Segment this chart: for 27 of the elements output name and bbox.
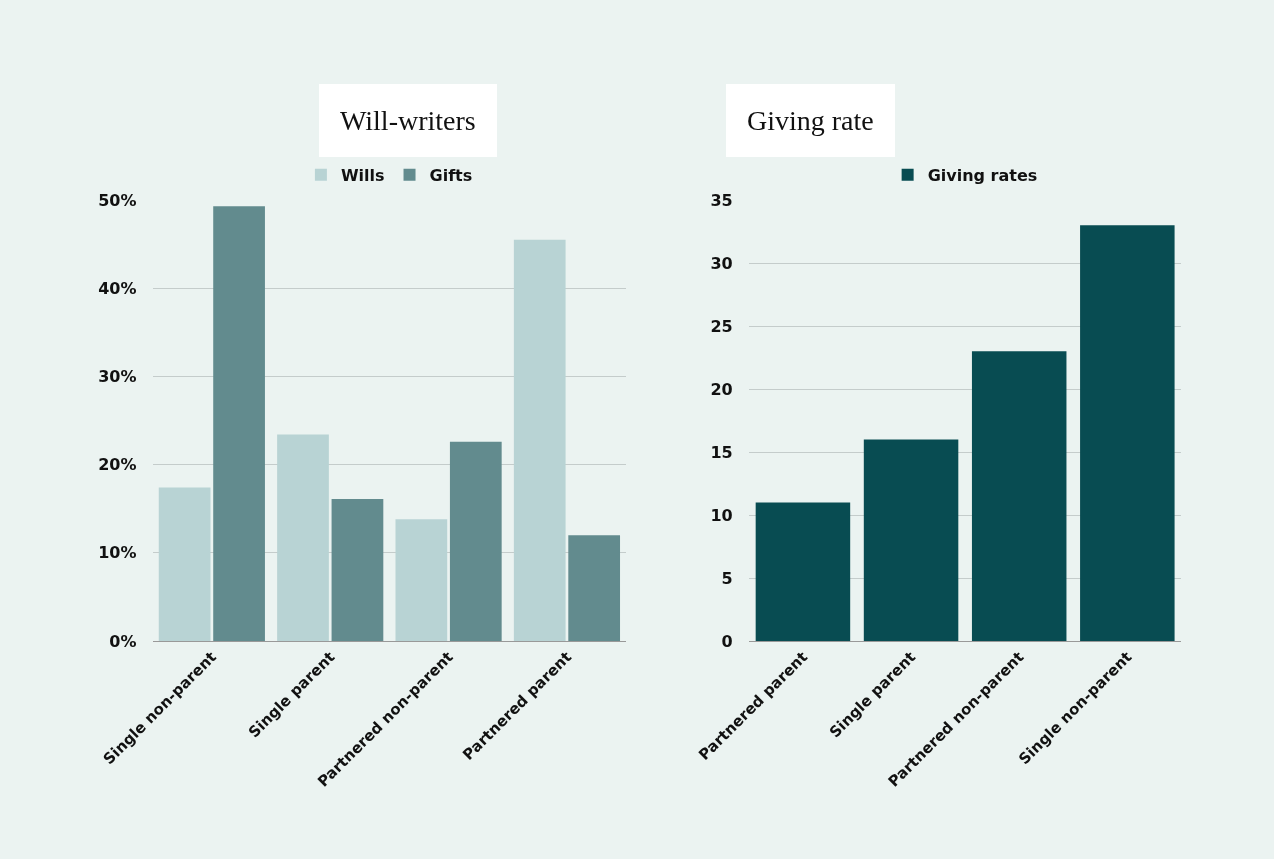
chart-title: Will-writers	[340, 105, 476, 136]
y-tick-label: 10	[710, 505, 733, 525]
bar	[1080, 225, 1175, 641]
bar	[863, 439, 959, 641]
y-tick-label: 10%	[98, 543, 137, 563]
y-tick-label: 40%	[98, 278, 137, 298]
y-tick-label: 20%	[98, 455, 137, 475]
y-tick-label: 35	[710, 190, 733, 210]
legend-label: Gifts	[429, 166, 473, 185]
y-tick-label: 20	[710, 379, 733, 399]
y-tick-label: 15	[710, 442, 733, 462]
y-tick-label: 30	[710, 253, 733, 273]
chart-title: Giving rate	[747, 105, 874, 136]
y-tick-label: 25	[710, 316, 733, 336]
bar	[971, 351, 1067, 641]
y-tick-label: 0%	[109, 631, 137, 651]
y-tick-label: 50%	[98, 190, 137, 210]
bar	[449, 441, 502, 641]
legend-label: Giving rates	[927, 166, 1038, 185]
y-tick-label: 0	[721, 631, 733, 651]
legend-label: Wills	[340, 166, 385, 185]
bar	[213, 206, 265, 641]
bar	[331, 499, 384, 641]
bar	[755, 502, 851, 641]
y-tick-label: 5	[721, 568, 733, 588]
bar	[568, 535, 621, 641]
y-tick-label: 30%	[98, 367, 137, 386]
